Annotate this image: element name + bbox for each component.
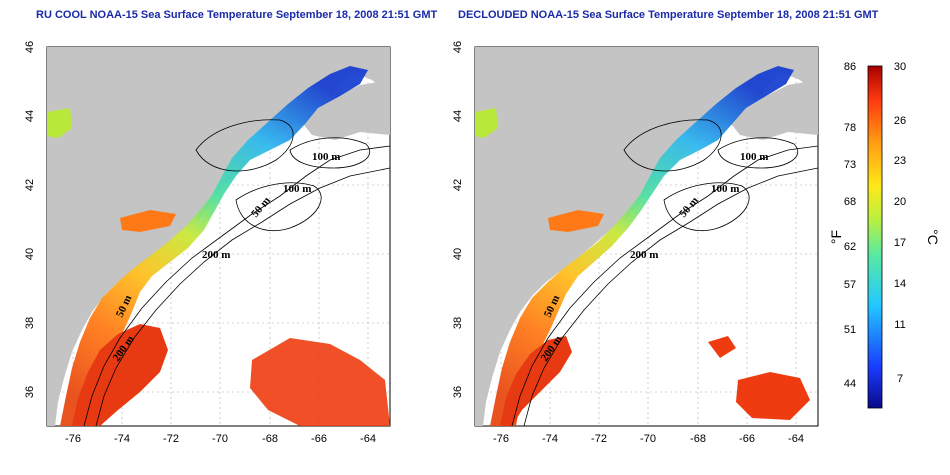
left-lat-tick: 36 <box>24 386 36 398</box>
colorbar-c-tick: 14 <box>894 278 906 290</box>
colorbar-f-tick: 73 <box>844 159 856 171</box>
right-lat-ticks: 46 44 42 40 38 36 <box>452 41 464 398</box>
colorbar-c-tick: 30 <box>894 61 906 73</box>
left-sst-orange-patch <box>120 210 176 232</box>
right-lon-tick: -76 <box>493 433 509 445</box>
colorbar-c-tick: 26 <box>894 115 906 127</box>
colorbar-gradient <box>867 65 883 409</box>
colorbar-c-tick: 20 <box>894 196 906 208</box>
right-nova-scotia <box>728 80 818 140</box>
left-nova-scotia <box>300 80 390 140</box>
left-label-100m-a: 100 m <box>312 151 340 163</box>
left-sst-warm-core <box>72 324 168 426</box>
left-map-panel: 100 m 100 m 50 m 200 m 50 m 200 m -76 -7… <box>24 41 391 445</box>
colorbar-f-tick: 44 <box>844 378 856 390</box>
left-sst-warm-offshore <box>250 338 390 426</box>
left-lon-tick: -76 <box>65 433 81 445</box>
right-sst-warm-patch-b <box>736 372 810 420</box>
right-sst-coastal-patch <box>475 108 498 138</box>
colorbar-f-tick: 86 <box>844 61 856 73</box>
left-isobaths <box>83 119 390 426</box>
left-lat-ticks: 46 44 42 40 38 36 <box>24 41 36 398</box>
right-sst-orange-patch <box>548 210 604 232</box>
colorbar-c-tick: 11 <box>894 319 905 331</box>
right-lat-tick: 36 <box>452 386 464 398</box>
right-lon-tick: -72 <box>591 433 607 445</box>
colorbar-celsius-ticks: 30 26 23 20 17 14 11 7 <box>894 61 906 385</box>
right-lon-tick: -74 <box>542 433 558 445</box>
left-land-mass <box>47 47 390 426</box>
right-panel-title: DECLOUDED NOAA-15 Sea Surface Temperatur… <box>458 9 879 21</box>
right-sst-warm-patch-a <box>708 336 736 358</box>
colorbar-celsius-label: °C <box>925 229 941 245</box>
right-lat-tick: 40 <box>452 248 464 260</box>
left-sst-coastal-patch <box>47 108 72 138</box>
right-lat-tick: 44 <box>452 110 464 122</box>
right-lat-tick: 38 <box>452 317 464 329</box>
left-lon-tick: -66 <box>311 433 327 445</box>
left-lon-tick: -74 <box>114 433 130 445</box>
colorbar-fahrenheit-label: °F <box>828 230 844 244</box>
right-map-panel: 100 m 100 m 50 m 200 m 50 m 200 m -76 -7… <box>452 41 819 445</box>
left-lon-tick: -70 <box>212 433 228 445</box>
left-lat-tick: 38 <box>24 317 36 329</box>
left-label-200m-a: 200 m <box>202 249 230 261</box>
right-lon-ticks: -76 -74 -72 -70 -68 -66 -64 <box>493 433 804 445</box>
colorbar-f-tick: 68 <box>844 196 856 208</box>
left-lat-tick: 44 <box>24 110 36 122</box>
right-lat-tick: 42 <box>452 179 464 191</box>
left-panel-title: RU COOL NOAA-15 Sea Surface Temperature … <box>36 9 438 21</box>
right-land-mass <box>475 47 818 426</box>
right-label-100m-a: 100 m <box>740 151 768 163</box>
left-lat-tick: 40 <box>24 248 36 260</box>
right-lon-tick: -66 <box>739 433 755 445</box>
colorbar-fahrenheit-ticks: 86 78 73 68 62 57 51 44 <box>844 61 856 390</box>
right-label-200m-a: 200 m <box>630 249 658 261</box>
right-lon-tick: -68 <box>690 433 706 445</box>
left-label-100m-b: 100 m <box>283 183 311 195</box>
colorbar-f-tick: 78 <box>844 122 856 134</box>
colorbar-c-tick: 7 <box>897 373 903 385</box>
colorbar-f-tick: 62 <box>844 241 856 253</box>
colorbar-f-tick: 51 <box>844 324 856 336</box>
left-lon-tick: -72 <box>163 433 179 445</box>
colorbar-f-tick: 57 <box>844 279 856 291</box>
left-lon-tick: -64 <box>360 433 376 445</box>
right-lon-tick: -64 <box>788 433 804 445</box>
right-lat-tick: 46 <box>452 41 464 53</box>
right-label-100m-b: 100 m <box>711 183 739 195</box>
right-lon-tick: -70 <box>640 433 656 445</box>
left-lat-tick: 42 <box>24 179 36 191</box>
temperature-colorbar: 86 78 73 68 62 57 51 44 30 26 23 20 17 1… <box>828 61 941 409</box>
left-lon-ticks: -76 -74 -72 -70 -68 -66 -64 <box>65 433 376 445</box>
left-lat-tick: 46 <box>24 41 36 53</box>
left-lon-tick: -68 <box>262 433 278 445</box>
right-isobaths <box>511 119 818 426</box>
colorbar-c-tick: 17 <box>894 237 906 249</box>
colorbar-c-tick: 23 <box>894 155 906 167</box>
